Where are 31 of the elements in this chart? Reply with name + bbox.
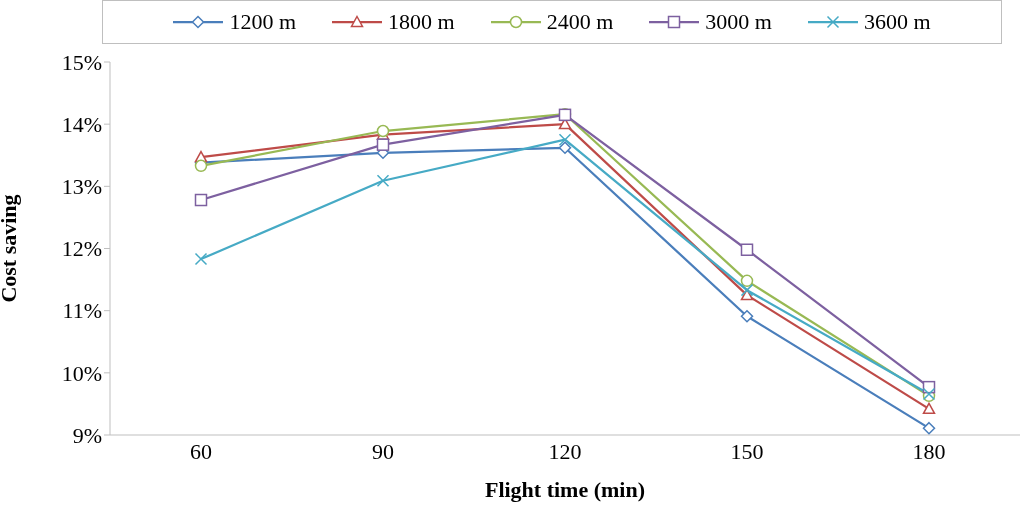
y-tick-label: 11%	[62, 298, 102, 324]
point	[376, 138, 390, 151]
y-tick-label: 10%	[61, 360, 102, 386]
y-axis-title: Cost saving	[0, 194, 21, 303]
point	[194, 193, 208, 207]
x-axis-title: Flight time (min)	[484, 477, 646, 502]
legend-label: 3000 m	[705, 9, 772, 35]
legend-label: 1200 m	[229, 9, 297, 35]
point	[194, 252, 208, 266]
y-tick-label: 15%	[61, 49, 102, 75]
point	[922, 402, 936, 415]
point	[376, 174, 390, 187]
point	[922, 421, 936, 435]
point	[558, 141, 572, 155]
point	[740, 243, 754, 256]
point	[740, 310, 754, 323]
point	[558, 133, 572, 146]
y-tick-label: 13%	[61, 174, 102, 200]
point	[740, 274, 754, 288]
x-tick-label: 60	[190, 438, 212, 464]
y-tick-label: 12%	[61, 236, 102, 262]
x-tick-label: 120	[548, 438, 582, 464]
y-tick-label: 9%	[72, 422, 102, 448]
x-tick-label: 90	[372, 438, 394, 464]
legend-label: 3600 m	[863, 9, 931, 35]
x-tick-label: 180	[912, 438, 946, 464]
x-tick-label: 150	[730, 438, 764, 464]
point	[740, 283, 754, 297]
legend-label: 1800 m	[388, 9, 455, 35]
y-tick-label: 14%	[61, 111, 102, 137]
legend-label: 2400 m	[546, 9, 614, 35]
